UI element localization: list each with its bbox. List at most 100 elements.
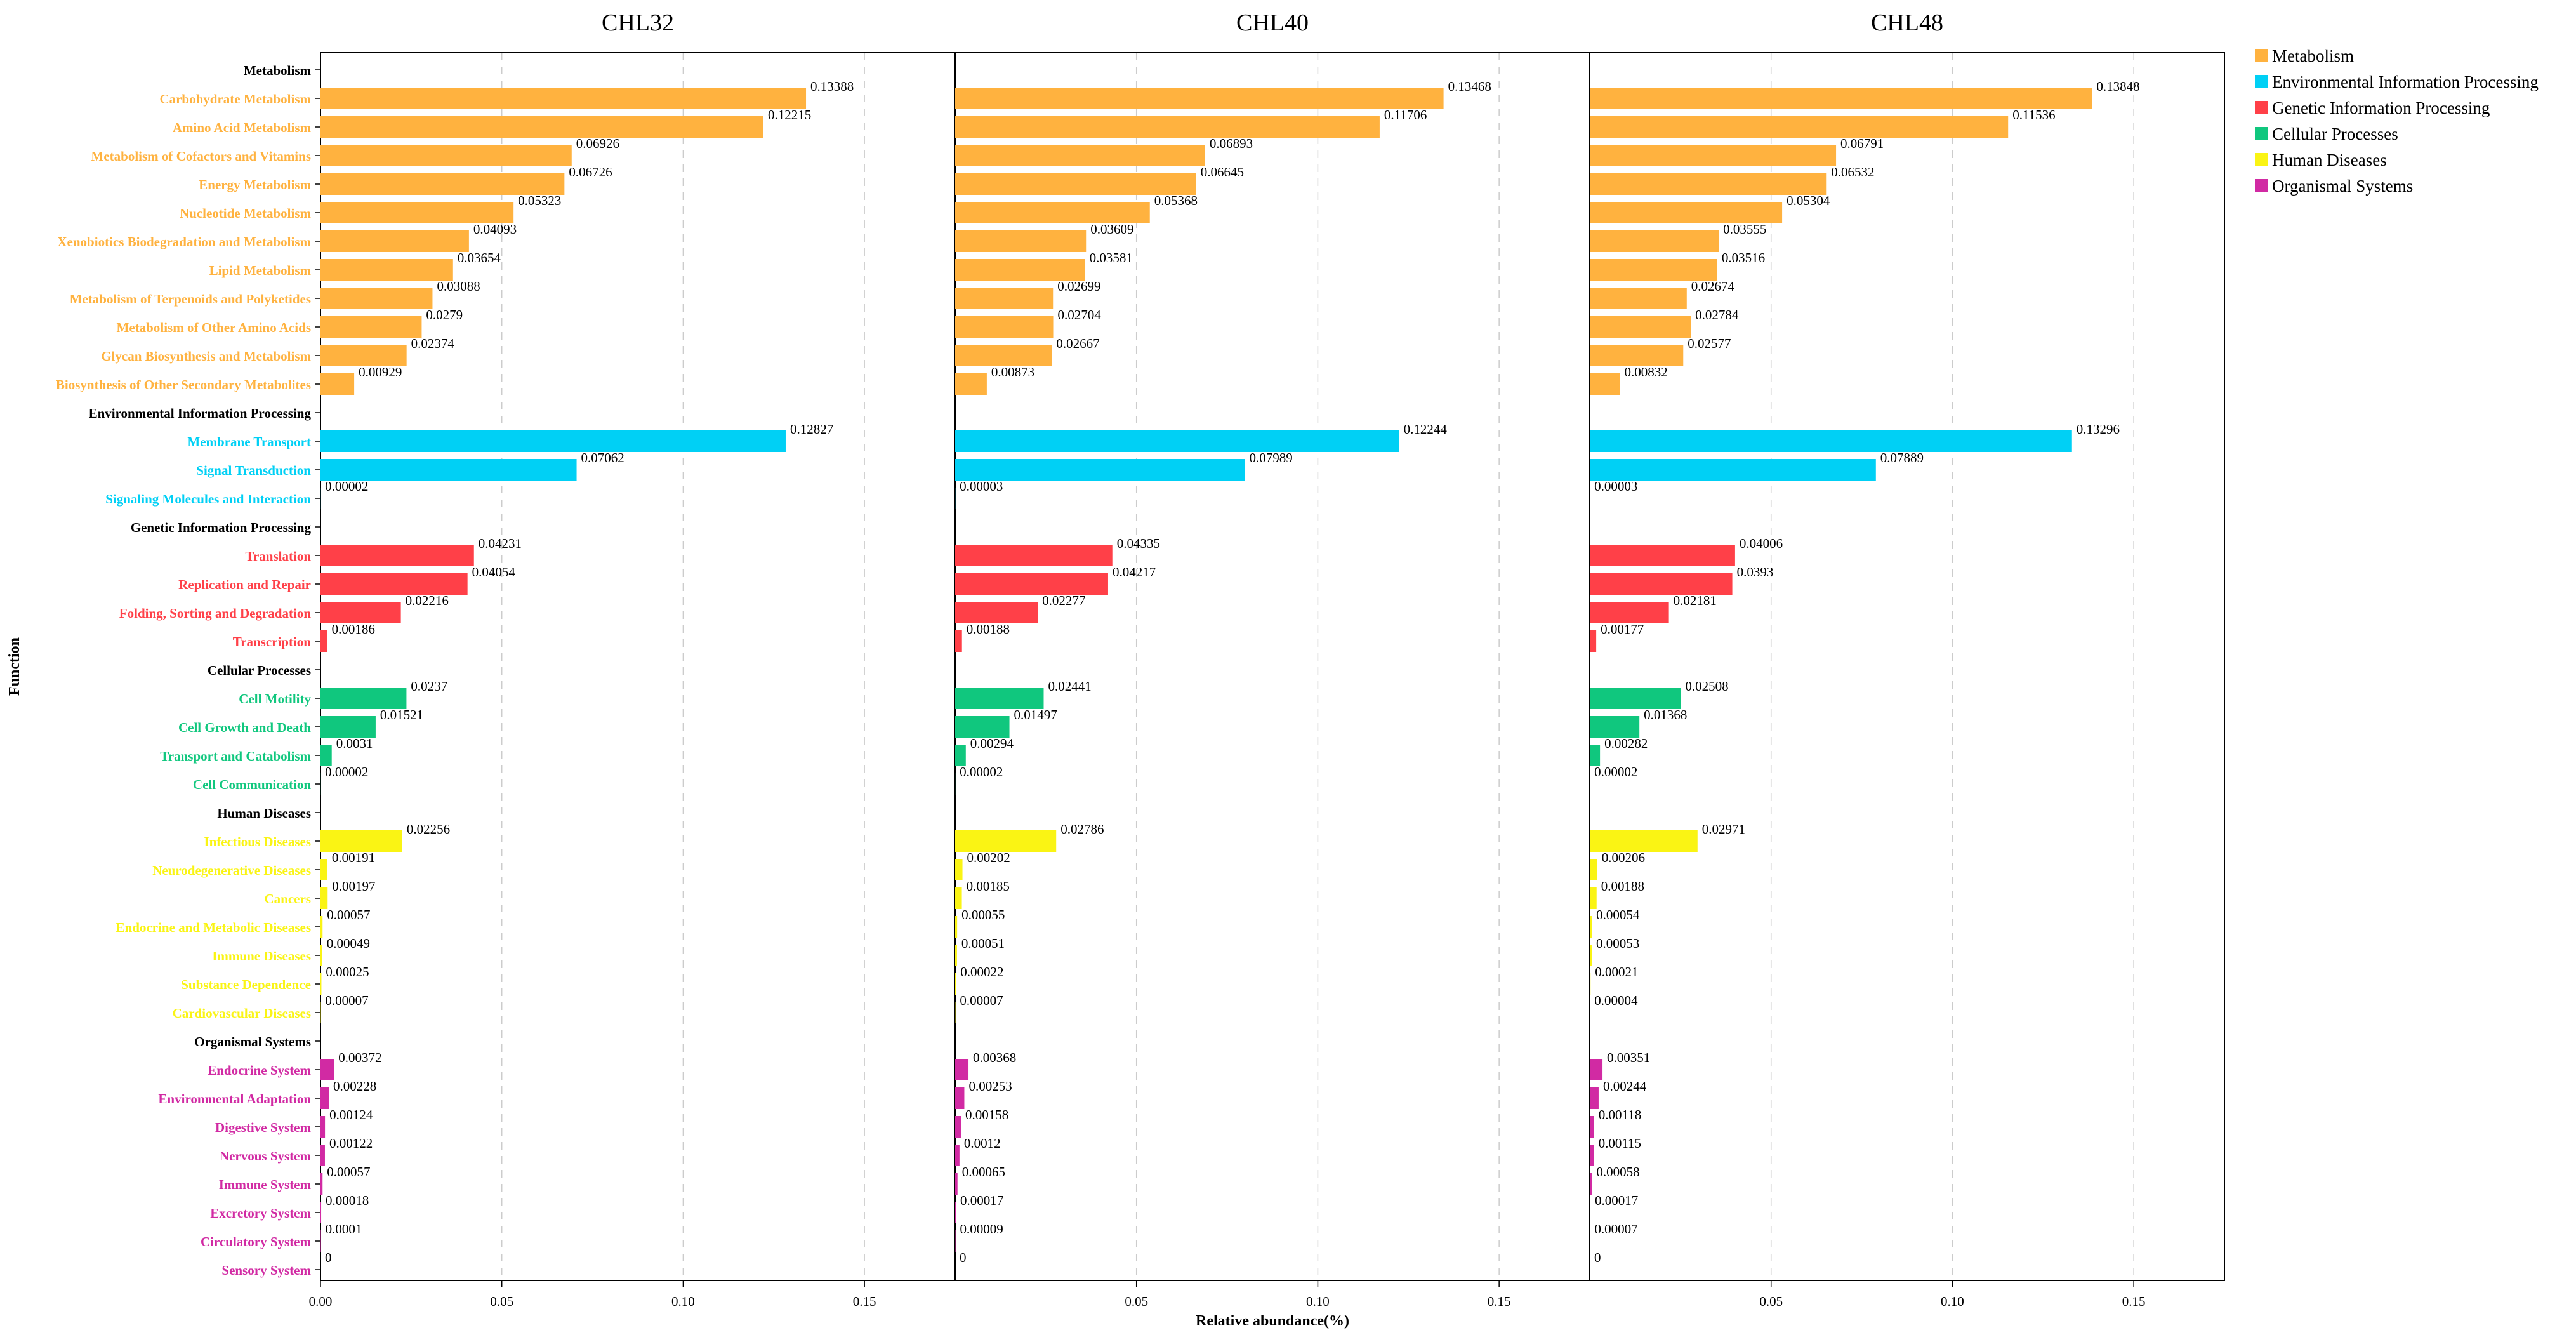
value-label-chl48-nervous-system: 0.00115 xyxy=(1599,1136,1641,1151)
value-label-chl48-nucleotide-metabolism: 0.05304 xyxy=(1787,193,1830,208)
bar-chl40-excretory-system xyxy=(955,1202,956,1223)
value-label-chl32-endocrine-system: 0.00372 xyxy=(338,1050,381,1065)
legend-label-metabolism: Metabolism xyxy=(2272,46,2354,65)
panel-title-chl32: CHL32 xyxy=(602,10,674,36)
value-label-chl48-cell-growth-and-death: 0.01368 xyxy=(1644,707,1687,722)
value-label-chl40-lipid-metabolism: 0.03581 xyxy=(1090,250,1133,265)
bar-chl32-infectious-diseases xyxy=(320,830,402,852)
value-label-chl40-metabolism-of-cofactors-and-vitamins: 0.06893 xyxy=(1210,136,1253,151)
bar-chl40-nervous-system xyxy=(955,1145,960,1166)
bar-chl32-immune-system xyxy=(320,1173,322,1195)
category-label-cell-communication: Cell Communication xyxy=(193,777,311,792)
bar-chl40-translation xyxy=(955,545,1113,566)
bar-chl32-metabolism-of-cofactors-and-vitamins xyxy=(320,145,572,166)
value-label-chl40-metabolism-of-terpenoids-and-polyketides: 0.02699 xyxy=(1057,279,1100,294)
bar-chl40-metabolism-of-other-amino-acids xyxy=(955,316,1054,338)
value-label-chl32-cell-communication: 0.00002 xyxy=(325,764,368,780)
value-label-chl32-cardiovascular-diseases: 0.00007 xyxy=(325,993,368,1008)
bar-chl32-replication-and-repair xyxy=(320,573,468,595)
value-label-chl40-infectious-diseases: 0.02786 xyxy=(1060,821,1104,837)
category-label-signaling-molecules-and-interaction: Signaling Molecules and Interaction xyxy=(105,491,311,507)
group-header-metabolism: Metabolism xyxy=(244,63,312,78)
category-label-xenobiotics-biodegradation-and-metabolism: Xenobiotics Biodegradation and Metabolis… xyxy=(57,234,311,249)
bar-chl32-transport-and-catabolism xyxy=(320,745,332,766)
bar-chl48-xenobiotics-biodegradation-and-metabolism xyxy=(1590,230,1719,252)
category-label-substance-dependence: Substance Dependence xyxy=(181,977,311,992)
value-label-chl32-cell-motility: 0.0237 xyxy=(411,679,447,694)
bar-chl32-amino-acid-metabolism xyxy=(320,116,763,138)
bar-chl40-metabolism-of-cofactors-and-vitamins xyxy=(955,145,1205,166)
value-label-chl40-transport-and-catabolism: 0.00294 xyxy=(970,736,1014,751)
value-label-chl32-replication-and-repair: 0.04054 xyxy=(472,564,516,580)
bar-chl48-glycan-biosynthesis-and-metabolism xyxy=(1590,345,1683,366)
value-label-chl32-transcription: 0.00186 xyxy=(332,621,375,637)
value-label-chl40-membrane-transport: 0.12244 xyxy=(1404,422,1448,437)
category-label-metabolism-of-terpenoids-and-polyketides: Metabolism of Terpenoids and Polyketides xyxy=(70,291,311,307)
value-label-chl32-cell-growth-and-death: 0.01521 xyxy=(380,707,423,722)
value-label-chl48-substance-dependence: 0.00021 xyxy=(1595,964,1638,980)
value-label-chl32-digestive-system: 0.00124 xyxy=(329,1107,373,1122)
bar-chl40-membrane-transport xyxy=(955,430,1399,452)
category-label-cell-motility: Cell Motility xyxy=(239,691,311,707)
value-label-chl32-glycan-biosynthesis-and-metabolism: 0.02374 xyxy=(411,336,455,351)
category-label-nervous-system: Nervous System xyxy=(220,1148,312,1164)
legend-swatch-organismal-systems xyxy=(2255,179,2268,192)
value-label-chl48-metabolism-of-terpenoids-and-polyketides: 0.02674 xyxy=(1691,279,1735,294)
x-tick-label-chl32-3: 0.15 xyxy=(853,1294,876,1309)
bar-chl32-carbohydrate-metabolism xyxy=(320,88,806,109)
value-label-chl48-membrane-transport: 0.13296 xyxy=(2077,422,2120,437)
value-label-chl40-replication-and-repair: 0.04217 xyxy=(1113,564,1156,580)
value-label-chl40-energy-metabolism: 0.06645 xyxy=(1201,164,1244,180)
category-label-digestive-system: Digestive System xyxy=(215,1120,312,1135)
category-label-carbohydrate-metabolism: Carbohydrate Metabolism xyxy=(159,91,311,107)
bar-chl32-membrane-transport xyxy=(320,430,786,452)
bar-chl48-metabolism-of-terpenoids-and-polyketides xyxy=(1590,288,1687,309)
plot-frame xyxy=(320,53,2224,1280)
value-label-chl40-sensory-system: 0 xyxy=(960,1250,967,1265)
value-label-chl32-folding-sorting-and-degradation: 0.02216 xyxy=(406,593,449,608)
value-label-chl48-excretory-system: 0.00017 xyxy=(1595,1193,1638,1208)
bar-chl40-carbohydrate-metabolism xyxy=(955,88,1444,109)
category-label-signal-transduction: Signal Transduction xyxy=(196,463,311,478)
value-label-chl48-immune-system: 0.00058 xyxy=(1596,1164,1639,1179)
bar-chl48-transport-and-catabolism xyxy=(1590,745,1600,766)
bar-chl40-folding-sorting-and-degradation xyxy=(955,602,1038,623)
bar-chl40-transcription xyxy=(955,630,962,652)
bar-chl48-folding-sorting-and-degradation xyxy=(1590,602,1669,623)
value-label-chl48-amino-acid-metabolism: 0.11536 xyxy=(2012,107,2055,123)
value-label-chl32-membrane-transport: 0.12827 xyxy=(790,422,833,437)
value-label-chl32-excretory-system: 0.00018 xyxy=(326,1193,369,1208)
x-tick-label-chl48-3: 0.15 xyxy=(2122,1294,2146,1309)
value-label-chl48-replication-and-repair: 0.0393 xyxy=(1737,564,1774,580)
category-label-excretory-system: Excretory System xyxy=(210,1206,311,1221)
value-label-chl40-translation: 0.04335 xyxy=(1117,536,1160,551)
value-label-chl32-nervous-system: 0.00122 xyxy=(329,1136,373,1151)
value-label-chl48-xenobiotics-biodegradation-and-metabolism: 0.03555 xyxy=(1723,222,1766,237)
value-label-chl40-cardiovascular-diseases: 0.00007 xyxy=(960,993,1003,1008)
value-label-chl48-cell-communication: 0.00002 xyxy=(1594,764,1637,780)
value-label-chl40-endocrine-and-metabolic-diseases: 0.00055 xyxy=(961,907,1005,922)
x-tick-label-chl40-3: 0.15 xyxy=(1488,1294,1511,1309)
bar-chl32-endocrine-and-metabolic-diseases xyxy=(320,916,322,938)
category-label-cell-growth-and-death: Cell Growth and Death xyxy=(178,720,311,735)
value-label-chl32-xenobiotics-biodegradation-and-metabolism: 0.04093 xyxy=(473,222,517,237)
category-label-infectious-diseases: Infectious Diseases xyxy=(204,834,311,849)
category-label-cardiovascular-diseases: Cardiovascular Diseases xyxy=(173,1006,311,1021)
bar-chl32-energy-metabolism xyxy=(320,173,564,195)
bar-chl32-excretory-system xyxy=(320,1202,321,1223)
bar-chl48-environmental-adaptation xyxy=(1590,1087,1599,1109)
value-label-chl48-environmental-adaptation: 0.00244 xyxy=(1603,1079,1647,1094)
legend-label-human-diseases: Human Diseases xyxy=(2272,150,2387,169)
category-label-cancers: Cancers xyxy=(265,891,311,907)
value-label-chl48-infectious-diseases: 0.02971 xyxy=(1702,821,1745,837)
bar-chl48-metabolism-of-cofactors-and-vitamins xyxy=(1590,145,1836,166)
value-label-chl32-signal-transduction: 0.07062 xyxy=(581,450,624,465)
bar-chl40-cell-motility xyxy=(955,688,1043,709)
bar-chl40-immune-diseases xyxy=(955,945,957,966)
value-label-chl32-biosynthesis-of-other-secondary-metabolites: 0.00929 xyxy=(359,364,402,380)
bar-chl40-environmental-adaptation xyxy=(955,1087,964,1109)
category-label-metabolism-of-other-amino-acids: Metabolism of Other Amino Acids xyxy=(117,320,311,335)
category-label-folding-sorting-and-degradation: Folding, Sorting and Degradation xyxy=(119,606,312,621)
bar-chl40-transport-and-catabolism xyxy=(955,745,966,766)
